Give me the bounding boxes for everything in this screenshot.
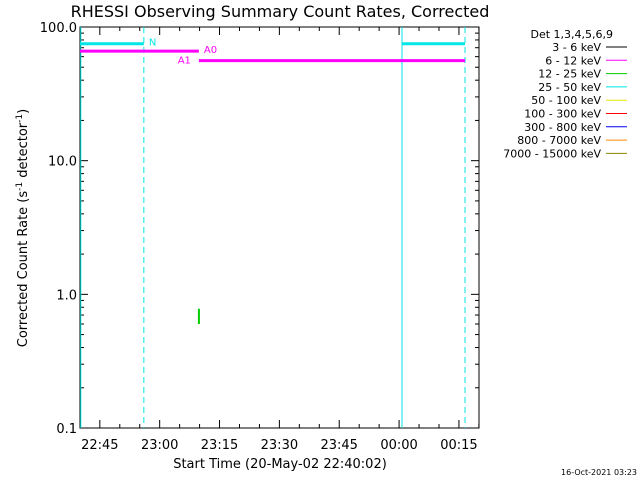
- flag-label: N: [149, 38, 156, 49]
- y-tick-label: 10.0: [48, 155, 77, 170]
- y-tick-label: 100.0: [40, 21, 77, 36]
- y-axis-label-part1: Corrected Count Rate (s: [16, 191, 31, 348]
- legend-label: 100 - 300 keV: [524, 108, 601, 121]
- x-tick-label: 23:30: [261, 438, 298, 453]
- x-tick-label: 23:15: [201, 438, 238, 453]
- legend-label: 12 - 25 keV: [538, 68, 601, 81]
- flag-label: A1: [178, 56, 191, 67]
- y-axis-label-sup1: -1: [15, 182, 25, 191]
- legend-label: 25 - 50 keV: [538, 81, 601, 94]
- y-axis-label-part3: ): [16, 109, 31, 114]
- y-axis-label-sup2: -1: [15, 114, 25, 123]
- legend-title: Det 1,3,4,5,6,9: [530, 28, 613, 41]
- y-axis-label: Corrected Count Rate (s-1 detector-1): [15, 109, 31, 347]
- legend-label: 50 - 100 keV: [531, 94, 601, 107]
- x-tick-label: 00:00: [380, 438, 417, 453]
- x-tick-label: 22:45: [81, 438, 118, 453]
- y-tick-label: 1.0: [56, 288, 77, 303]
- plot-frame: [79, 26, 480, 429]
- x-tick-label: 23:45: [320, 438, 357, 453]
- legend-label: 300 - 800 keV: [524, 121, 601, 134]
- legend-label: 800 - 7000 keV: [517, 134, 601, 147]
- x-axis-label: Start Time (20-May-02 22:40:02): [173, 457, 387, 472]
- x-tick-label: 00:15: [440, 438, 477, 453]
- legend-label: 7000 - 15000 keV: [503, 147, 601, 160]
- y-axis-label-part2: detector: [16, 122, 31, 182]
- plot-area: 0.1 1.0 10.0 100.0 22:45 23:00 23:15 23:30 23:45…: [40, 21, 480, 453]
- legend-label: 6 - 12 keV: [545, 54, 601, 67]
- y-tick-label: 0.1: [56, 422, 77, 437]
- footer-timestamp: 16-Oct-2021 03:23: [561, 468, 637, 477]
- chart-title: RHESSI Observing Summary Count Rates, Co…: [71, 2, 490, 21]
- flag-label: A0: [204, 45, 217, 56]
- x-tick-label: 23:00: [141, 438, 178, 453]
- legend-label: 3 - 6 keV: [552, 41, 601, 54]
